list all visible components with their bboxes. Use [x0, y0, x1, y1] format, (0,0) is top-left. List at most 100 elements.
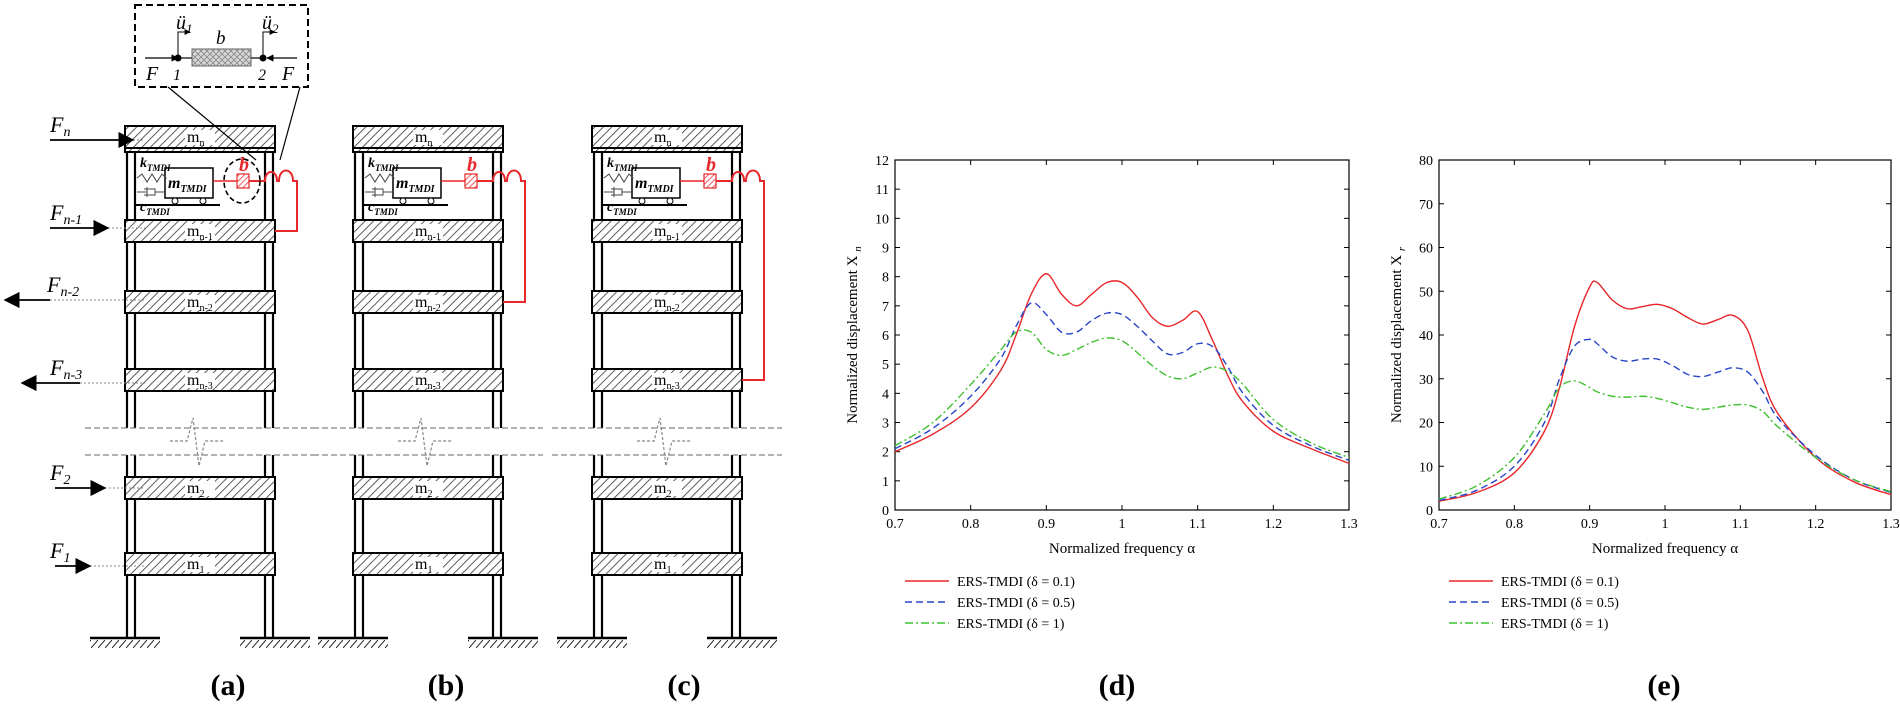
force-label-1-sub: 1 [63, 551, 70, 566]
panel-label-c: (c) [667, 669, 700, 702]
y-tick-label: 40 [1419, 329, 1433, 344]
tmdi-dashpot [365, 187, 393, 197]
mass-label-bg [185, 130, 215, 145]
tmdi-wheel [199, 197, 207, 205]
tmdi-k-label-main: k [140, 156, 147, 171]
break-zigzag [398, 417, 453, 467]
u2-label: ü [262, 12, 272, 34]
tmdi-k-label-main: k [607, 156, 614, 171]
mass-label-n: mn [187, 129, 204, 149]
y-tick-label: 10 [1419, 460, 1433, 475]
ground-hatch [240, 640, 310, 648]
tmdi-c-label: cTMDI [607, 200, 637, 217]
y-tick-label: 8 [882, 271, 889, 286]
mass-label-2: m2 [654, 480, 671, 500]
mass-label-1-main: m [415, 556, 428, 573]
force-label-n-1: Fn-1 [49, 200, 82, 228]
y-tick-label: 10 [875, 212, 889, 227]
ground-hatch [557, 640, 627, 648]
series-line-1 [894, 301, 1350, 462]
mass-label-bg [413, 373, 443, 388]
mass-label-bg [652, 373, 682, 388]
y-axis-label: Normalized displacement X n [845, 246, 864, 424]
x-tick-label: 1 [1662, 517, 1669, 532]
plot-area [1438, 159, 1892, 511]
mass-label-1-main: m [654, 556, 667, 573]
y-tick-label: 30 [1419, 373, 1433, 388]
tmdi-wheel [666, 197, 674, 205]
tmdi-dashpot [604, 187, 632, 197]
mass-label-bg [652, 295, 682, 310]
u1-label: ü [176, 12, 186, 34]
y-tick-label: 5 [882, 358, 889, 373]
force-label-n-1-sub: n-1 [63, 213, 82, 228]
mass-label-n: mn [654, 129, 671, 149]
x-tick-label: 0.7 [1430, 517, 1448, 532]
tmdi-mass-label: mTMDI [635, 175, 675, 195]
inerter-b-label: b [706, 154, 716, 176]
series-line-2 [894, 329, 1350, 459]
y-tick-label: 60 [1419, 242, 1433, 257]
tmdi-mass-label: mTMDI [396, 175, 436, 195]
tmdi-mass-label-sub: TMDI [408, 184, 435, 195]
tmdi-spring [364, 173, 396, 183]
y-tick-label: 80 [1419, 154, 1433, 169]
y-axis-label-main: Normalized displacement X [845, 252, 861, 424]
mass-label-2-main: m [415, 480, 428, 497]
x-tick-label: 1.2 [1265, 517, 1283, 532]
force-label-n-main: F [49, 112, 64, 137]
y-tick-label: 7 [882, 300, 889, 315]
series-line-0 [1438, 280, 1892, 502]
mass-label-n-3-main: m [187, 372, 200, 389]
inerter-element [236, 173, 250, 189]
mass-label-n-sub: n [427, 138, 432, 149]
mass-label-2-sub: 2 [199, 489, 204, 500]
x-axis-label: Normalized frequency α [1049, 541, 1195, 557]
inerter-b-label: b [239, 154, 249, 176]
tmdi-c-label-main: c [140, 200, 147, 215]
panel-label-e: (e) [1647, 669, 1680, 702]
inerter-b-label: b [467, 154, 477, 176]
mass-label-bg [652, 481, 682, 496]
mass-label-n-2: mn-2 [654, 294, 680, 314]
tmdi-k-label-sub: TMDI [614, 163, 638, 173]
legend-label-2: ERS-TMDI (δ = 1) [1501, 617, 1609, 632]
tmdi-wheel [427, 197, 435, 205]
series-line-1 [1438, 338, 1892, 502]
tmdi-mass-label-main: m [635, 175, 647, 192]
tmdi-spring [603, 173, 635, 183]
mass-label-bg [185, 224, 215, 239]
legend-label-2: ERS-TMDI (δ = 1) [957, 617, 1065, 632]
legend-label-0: ERS-TMDI (δ = 0.1) [957, 575, 1075, 590]
mass-label-1: m1 [415, 556, 432, 576]
mass-label-1-main: m [187, 556, 200, 573]
mass-label-n-2-main: m [415, 294, 428, 311]
mass-label-n-3-main: m [654, 372, 667, 389]
mass-label-2: m2 [415, 480, 432, 500]
tmdi-wheel [171, 197, 179, 205]
mass-label-n-2: mn-2 [415, 294, 441, 314]
x-tick-label: 0.8 [962, 517, 980, 532]
mass-label-2-sub: 2 [427, 489, 432, 500]
mass-label-n: mn [415, 129, 432, 149]
mass-label-1-sub: 1 [199, 565, 204, 576]
x-tick-label: 1.3 [1340, 517, 1358, 532]
mass-label-n-1-sub: n-1 [666, 232, 679, 243]
force-label-n-3-sub: n-3 [63, 368, 82, 383]
tmdi-spring [136, 173, 168, 183]
u2-sub: 2 [272, 21, 279, 36]
tmdi-mass-label-main: m [168, 175, 180, 192]
mass-label-n-2: mn-2 [187, 294, 213, 314]
tmdi-c-label-sub: TMDI [613, 207, 637, 217]
y-axis-label-sub: r [1396, 246, 1408, 251]
ground-hatch [707, 640, 777, 648]
tmdi-k-label-main: k [368, 156, 375, 171]
x-tick-label: 0.9 [1581, 517, 1599, 532]
svg-text:ü2: ü2 [262, 12, 279, 36]
tmdi-k-label: kTMDI [368, 156, 399, 173]
tmdi-mass-box [392, 167, 442, 199]
tmdi-mass-label-sub: TMDI [647, 184, 674, 195]
tmdi-k-label-sub: TMDI [375, 163, 399, 173]
